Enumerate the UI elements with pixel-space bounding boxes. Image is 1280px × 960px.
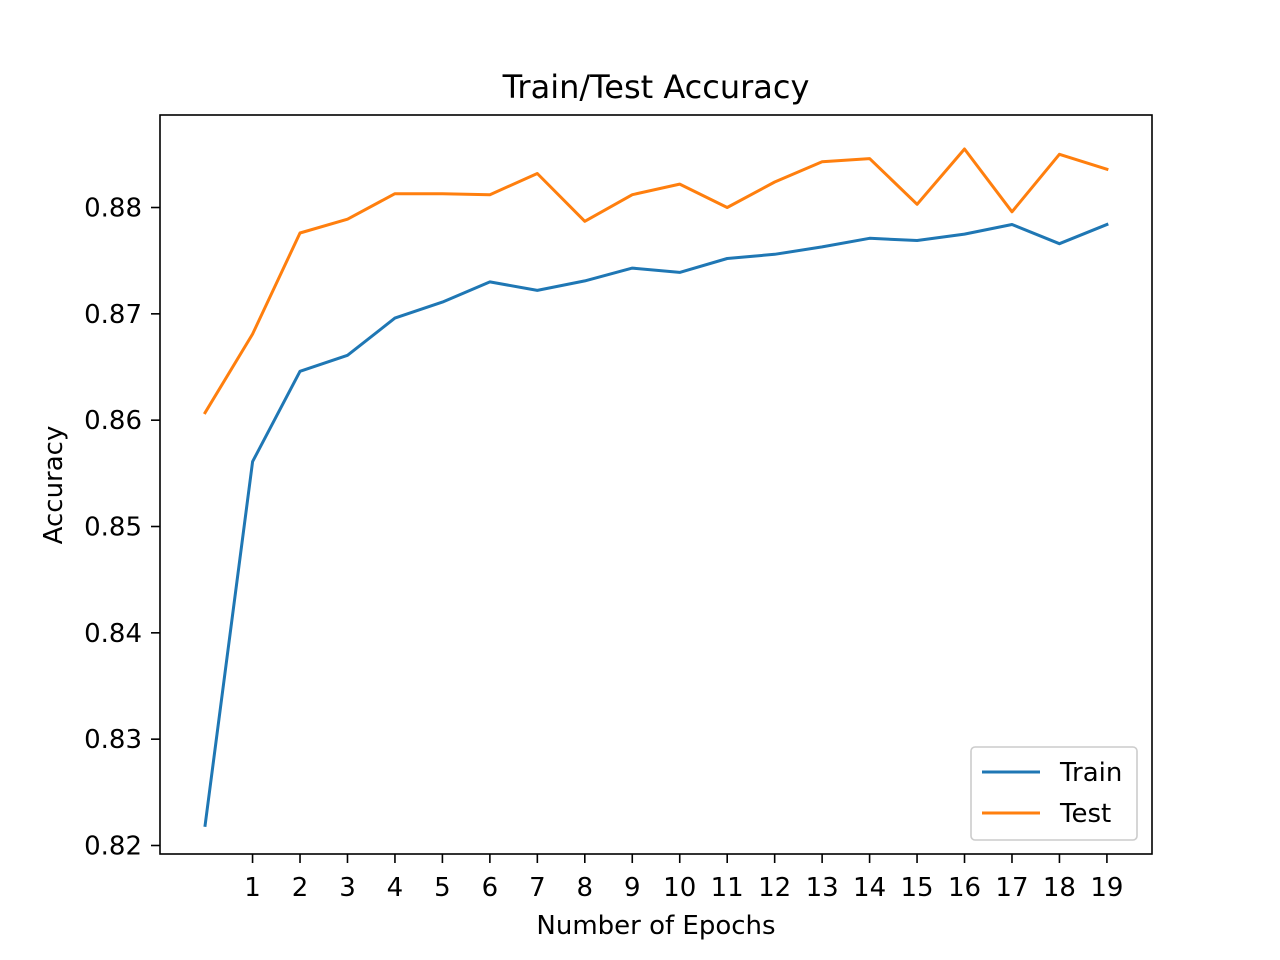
x-tick-label: 13 — [806, 873, 839, 903]
series-lines — [203, 147, 1109, 827]
y-axis-label: Accuracy — [39, 426, 69, 545]
x-tick-label: 7 — [529, 873, 546, 903]
x-tick-label: 18 — [1043, 873, 1076, 903]
x-tick-label: 11 — [711, 873, 744, 903]
legend-box — [970, 746, 1138, 841]
x-tick-label: 15 — [901, 873, 934, 903]
x-tick-label: 19 — [1090, 873, 1123, 903]
x-axis: 1 2 3 4 5 6 7 8 9 10 11 12 13 14 15 16 17 18 19 — [244, 854, 1123, 903]
x-tick-label: 4 — [387, 873, 404, 903]
legend: Train Test — [970, 746, 1138, 841]
x-tick-label: 1 — [244, 873, 261, 903]
series-line-test — [203, 147, 1109, 415]
legend-label-train: Train — [1059, 758, 1122, 788]
x-tick-label: 5 — [434, 873, 451, 903]
x-tick-label: 2 — [292, 873, 309, 903]
x-axis-label: Number of Epochs — [536, 911, 775, 941]
x-tick-label: 12 — [758, 873, 791, 903]
x-tick-label: 3 — [339, 873, 356, 903]
x-tick-label: 9 — [624, 873, 641, 903]
y-tick-label: 0.82 — [84, 831, 142, 861]
x-tick-label: 8 — [577, 873, 594, 903]
x-tick-label: 17 — [995, 873, 1028, 903]
legend-label-test: Test — [1059, 799, 1111, 829]
x-tick-label: 10 — [663, 873, 696, 903]
x-tick-label: 14 — [853, 873, 886, 903]
series-line-train — [203, 222, 1109, 827]
chart-title: Train/Test Accuracy — [502, 68, 810, 106]
y-tick-label: 0.84 — [84, 619, 142, 649]
y-tick-label: 0.87 — [84, 300, 142, 330]
y-tick-label: 0.88 — [84, 194, 142, 224]
y-tick-label: 0.86 — [84, 406, 142, 436]
x-tick-label: 16 — [948, 873, 981, 903]
y-axis: 0.82 0.83 0.84 0.85 0.86 0.87 0.88 — [84, 194, 160, 861]
y-tick-label: 0.83 — [84, 725, 142, 755]
plot-area-frame — [159, 114, 1153, 855]
y-tick-label: 0.85 — [84, 513, 142, 543]
x-tick-label: 6 — [482, 873, 499, 903]
